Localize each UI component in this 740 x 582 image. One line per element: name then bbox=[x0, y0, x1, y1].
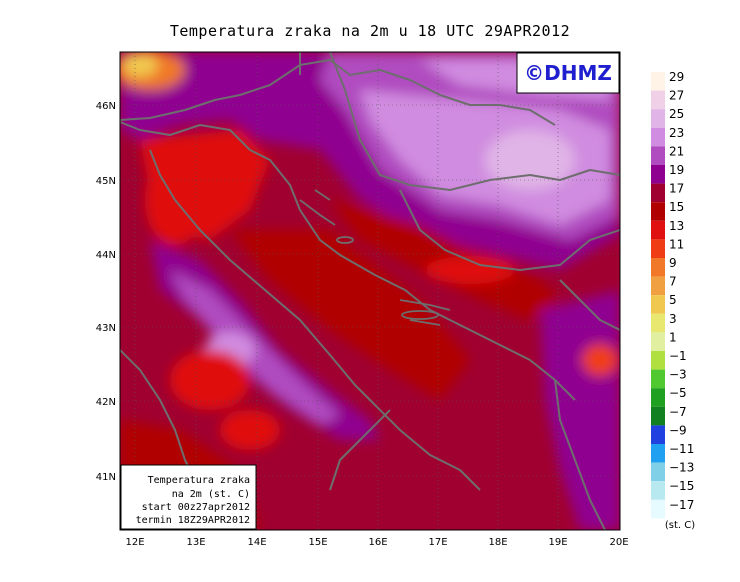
legend-swatch bbox=[651, 351, 665, 370]
lat-tick-label: 43N bbox=[96, 323, 116, 334]
legend-label: −9 bbox=[669, 423, 687, 437]
legend-swatch bbox=[651, 406, 665, 426]
lon-tick-label: 15E bbox=[308, 537, 327, 548]
lat-tick-label: 45N bbox=[96, 176, 116, 187]
islands bbox=[299, 189, 451, 326]
temperature-field bbox=[120, 52, 620, 530]
legend-label: −15 bbox=[669, 479, 694, 493]
map-title: Temperatura zraka na 2m u 18 UTC 29APR20… bbox=[169, 22, 571, 40]
legend-swatch bbox=[651, 276, 665, 296]
info-line-2: na 2m (st. C) bbox=[172, 489, 250, 500]
legend-label: 17 bbox=[669, 182, 684, 196]
legend-swatch bbox=[651, 313, 665, 333]
legend-label: 13 bbox=[669, 219, 684, 233]
legend-label: −17 bbox=[669, 498, 694, 512]
legend-swatch bbox=[651, 332, 665, 351]
dhmz-logo: ©DHMZ bbox=[524, 61, 612, 85]
info-line-1: Temperatura zraka bbox=[148, 475, 250, 486]
legend-swatch bbox=[651, 165, 665, 184]
legend-label: 27 bbox=[669, 89, 684, 103]
legend-swatch bbox=[651, 109, 665, 128]
legend-label: −11 bbox=[669, 442, 694, 456]
lat-tick-label: 44N bbox=[96, 250, 116, 261]
legend-label: 9 bbox=[669, 256, 677, 270]
legend-swatch bbox=[651, 220, 665, 240]
legend-swatch bbox=[651, 90, 665, 110]
legend-swatch bbox=[651, 127, 665, 147]
legend-label: 29 bbox=[669, 70, 684, 84]
legend-label: 19 bbox=[669, 163, 684, 177]
legend-label: 23 bbox=[669, 126, 684, 140]
legend-label: 21 bbox=[669, 144, 684, 158]
lat-axis: 46N 45N 44N 43N 42N 41N bbox=[96, 101, 116, 483]
legend-swatch bbox=[651, 499, 665, 519]
legend-label: 1 bbox=[669, 330, 677, 344]
legend-label: −13 bbox=[669, 461, 694, 475]
lat-tick-label: 41N bbox=[96, 472, 116, 483]
legend-swatch bbox=[651, 369, 665, 389]
lon-tick-label: 17E bbox=[428, 537, 447, 548]
legend-label: −1 bbox=[669, 349, 687, 363]
legend-label: 15 bbox=[669, 200, 684, 214]
map-frame bbox=[119, 51, 621, 531]
legend-swatch bbox=[651, 295, 665, 314]
info-line-3: start 00z27apr2012 bbox=[142, 502, 250, 513]
legend-swatch bbox=[651, 239, 665, 258]
legend-swatch bbox=[651, 462, 665, 482]
legend-label: −3 bbox=[669, 368, 687, 382]
lon-tick-label: 18E bbox=[488, 537, 507, 548]
lon-tick-label: 19E bbox=[548, 537, 567, 548]
color-legend: 29 27 25 23 21 19 17 15 13 11 9 7 5 3 1 −1 −3 −5 −7 −9 −11 −1… bbox=[651, 70, 694, 519]
logo-box bbox=[516, 52, 620, 94]
legend-label: 7 bbox=[669, 275, 677, 289]
legend-label: −5 bbox=[669, 386, 687, 400]
legend-label: 25 bbox=[669, 107, 684, 121]
lat-tick-label: 42N bbox=[96, 397, 116, 408]
legend-swatch bbox=[651, 183, 665, 203]
legend-swatch bbox=[651, 146, 665, 165]
lon-tick-label: 16E bbox=[368, 537, 387, 548]
lat-tick-label: 46N bbox=[96, 101, 116, 112]
legend-unit: (st. C) bbox=[665, 520, 695, 531]
lon-tick-label: 13E bbox=[186, 537, 205, 548]
legend-swatch bbox=[651, 202, 665, 221]
legend-swatch bbox=[651, 481, 665, 500]
info-line-4: termin 18Z29APR2012 bbox=[136, 515, 250, 526]
info-box bbox=[120, 464, 257, 530]
legend-label: −7 bbox=[669, 405, 687, 419]
graticule bbox=[120, 52, 620, 530]
legend-swatch bbox=[651, 444, 665, 463]
legend-swatch bbox=[651, 258, 665, 277]
legend-swatch bbox=[651, 388, 665, 407]
lon-axis: 12E 13E 14E 15E 16E 17E 18E 19E 20E bbox=[125, 537, 628, 548]
legend-label: 3 bbox=[669, 312, 677, 326]
legend-label: 5 bbox=[669, 293, 677, 307]
lon-tick-label: 14E bbox=[247, 537, 266, 548]
lon-tick-label: 12E bbox=[125, 537, 144, 548]
legend-swatch bbox=[651, 72, 665, 91]
legend-label: 11 bbox=[669, 237, 684, 251]
lon-tick-label: 20E bbox=[609, 537, 628, 548]
legend-swatch bbox=[651, 425, 665, 444]
